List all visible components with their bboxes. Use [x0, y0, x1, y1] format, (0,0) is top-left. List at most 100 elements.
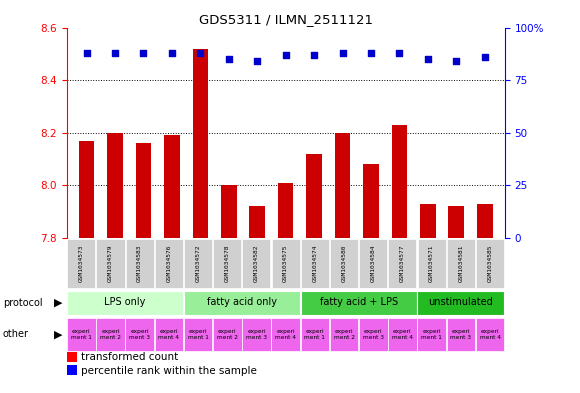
- Bar: [278, 183, 293, 238]
- Text: experi
ment 1: experi ment 1: [421, 329, 442, 340]
- Bar: [164, 135, 180, 238]
- Text: GSM1034582: GSM1034582: [254, 244, 259, 282]
- Point: [252, 58, 262, 64]
- Point: [452, 58, 461, 64]
- Bar: [477, 204, 492, 238]
- Text: experi
ment 4: experi ment 4: [275, 329, 296, 340]
- Text: experi
ment 3: experi ment 3: [129, 329, 150, 340]
- Bar: [67, 318, 96, 351]
- Point: [82, 50, 91, 56]
- Bar: [193, 48, 208, 238]
- Bar: [392, 125, 407, 238]
- Bar: [125, 318, 154, 351]
- Text: GSM1034580: GSM1034580: [342, 244, 346, 282]
- Text: GSM1034577: GSM1034577: [400, 244, 405, 282]
- Bar: [359, 239, 387, 288]
- Bar: [96, 239, 125, 288]
- Bar: [300, 318, 329, 351]
- Point: [338, 50, 347, 56]
- Bar: [388, 318, 416, 351]
- Text: GSM1034585: GSM1034585: [488, 244, 492, 282]
- Bar: [96, 318, 125, 351]
- Bar: [67, 291, 183, 315]
- Text: experi
ment 2: experi ment 2: [334, 329, 354, 340]
- Bar: [330, 318, 358, 351]
- Text: GSM1034581: GSM1034581: [458, 244, 463, 282]
- Bar: [418, 318, 446, 351]
- Bar: [476, 318, 504, 351]
- Point: [167, 50, 176, 56]
- Text: GSM1034573: GSM1034573: [79, 244, 84, 282]
- Bar: [330, 239, 358, 288]
- Bar: [221, 185, 237, 238]
- Text: ▶: ▶: [54, 329, 63, 340]
- Text: experi
ment 1: experi ment 1: [71, 329, 92, 340]
- Text: protocol: protocol: [3, 298, 42, 308]
- Bar: [363, 164, 379, 238]
- Text: ▶: ▶: [54, 298, 63, 308]
- Point: [367, 50, 376, 56]
- Text: experi
ment 3: experi ment 3: [246, 329, 267, 340]
- Bar: [67, 239, 95, 288]
- Text: experi
ment 1: experi ment 1: [188, 329, 208, 340]
- Bar: [184, 239, 212, 288]
- Point: [310, 52, 319, 58]
- Text: experi
ment 4: experi ment 4: [158, 329, 179, 340]
- Text: GSM1034579: GSM1034579: [108, 244, 113, 282]
- Bar: [155, 239, 183, 288]
- Point: [480, 54, 490, 60]
- Point: [281, 52, 291, 58]
- Text: GSM1034571: GSM1034571: [429, 244, 434, 282]
- Bar: [126, 239, 154, 288]
- Text: GSM1034572: GSM1034572: [195, 244, 201, 282]
- Bar: [271, 318, 300, 351]
- Point: [139, 50, 148, 56]
- Bar: [389, 239, 416, 288]
- Bar: [420, 204, 436, 238]
- Bar: [300, 291, 416, 315]
- Text: transformed count: transformed count: [81, 352, 179, 362]
- Bar: [335, 132, 350, 238]
- Bar: [213, 239, 241, 288]
- Bar: [301, 239, 329, 288]
- Text: GSM1034578: GSM1034578: [225, 244, 230, 282]
- Text: GSM1034574: GSM1034574: [313, 244, 317, 282]
- Bar: [184, 318, 212, 351]
- Bar: [107, 132, 123, 238]
- Text: GSM1034583: GSM1034583: [137, 244, 142, 282]
- Bar: [136, 143, 151, 238]
- Text: fatty acid only: fatty acid only: [207, 298, 277, 307]
- Text: fatty acid + LPS: fatty acid + LPS: [320, 298, 398, 307]
- Bar: [447, 239, 475, 288]
- Point: [110, 50, 119, 56]
- Bar: [359, 318, 387, 351]
- Text: experi
ment 3: experi ment 3: [450, 329, 472, 340]
- Text: LPS only: LPS only: [104, 298, 146, 307]
- Text: GSM1034575: GSM1034575: [283, 244, 288, 282]
- Text: percentile rank within the sample: percentile rank within the sample: [81, 365, 257, 376]
- Text: experi
ment 4: experi ment 4: [480, 329, 501, 340]
- Point: [423, 56, 433, 62]
- Bar: [271, 239, 300, 288]
- Text: GSM1034584: GSM1034584: [371, 244, 376, 282]
- Point: [195, 50, 205, 56]
- Bar: [79, 141, 95, 238]
- Text: experi
ment 4: experi ment 4: [392, 329, 413, 340]
- Text: experi
ment 2: experi ment 2: [217, 329, 238, 340]
- Text: GSM1034576: GSM1034576: [166, 244, 171, 282]
- Bar: [476, 239, 504, 288]
- Title: GDS5311 / ILMN_2511121: GDS5311 / ILMN_2511121: [198, 13, 373, 26]
- Text: experi
ment 2: experi ment 2: [100, 329, 121, 340]
- Bar: [213, 318, 241, 351]
- Bar: [448, 206, 464, 238]
- Bar: [249, 206, 265, 238]
- Text: other: other: [3, 329, 29, 340]
- Point: [395, 50, 404, 56]
- Bar: [155, 318, 183, 351]
- Text: experi
ment 1: experi ment 1: [304, 329, 325, 340]
- Point: [224, 56, 233, 62]
- Bar: [418, 291, 504, 315]
- Bar: [418, 239, 445, 288]
- Bar: [242, 318, 271, 351]
- Bar: [306, 154, 322, 238]
